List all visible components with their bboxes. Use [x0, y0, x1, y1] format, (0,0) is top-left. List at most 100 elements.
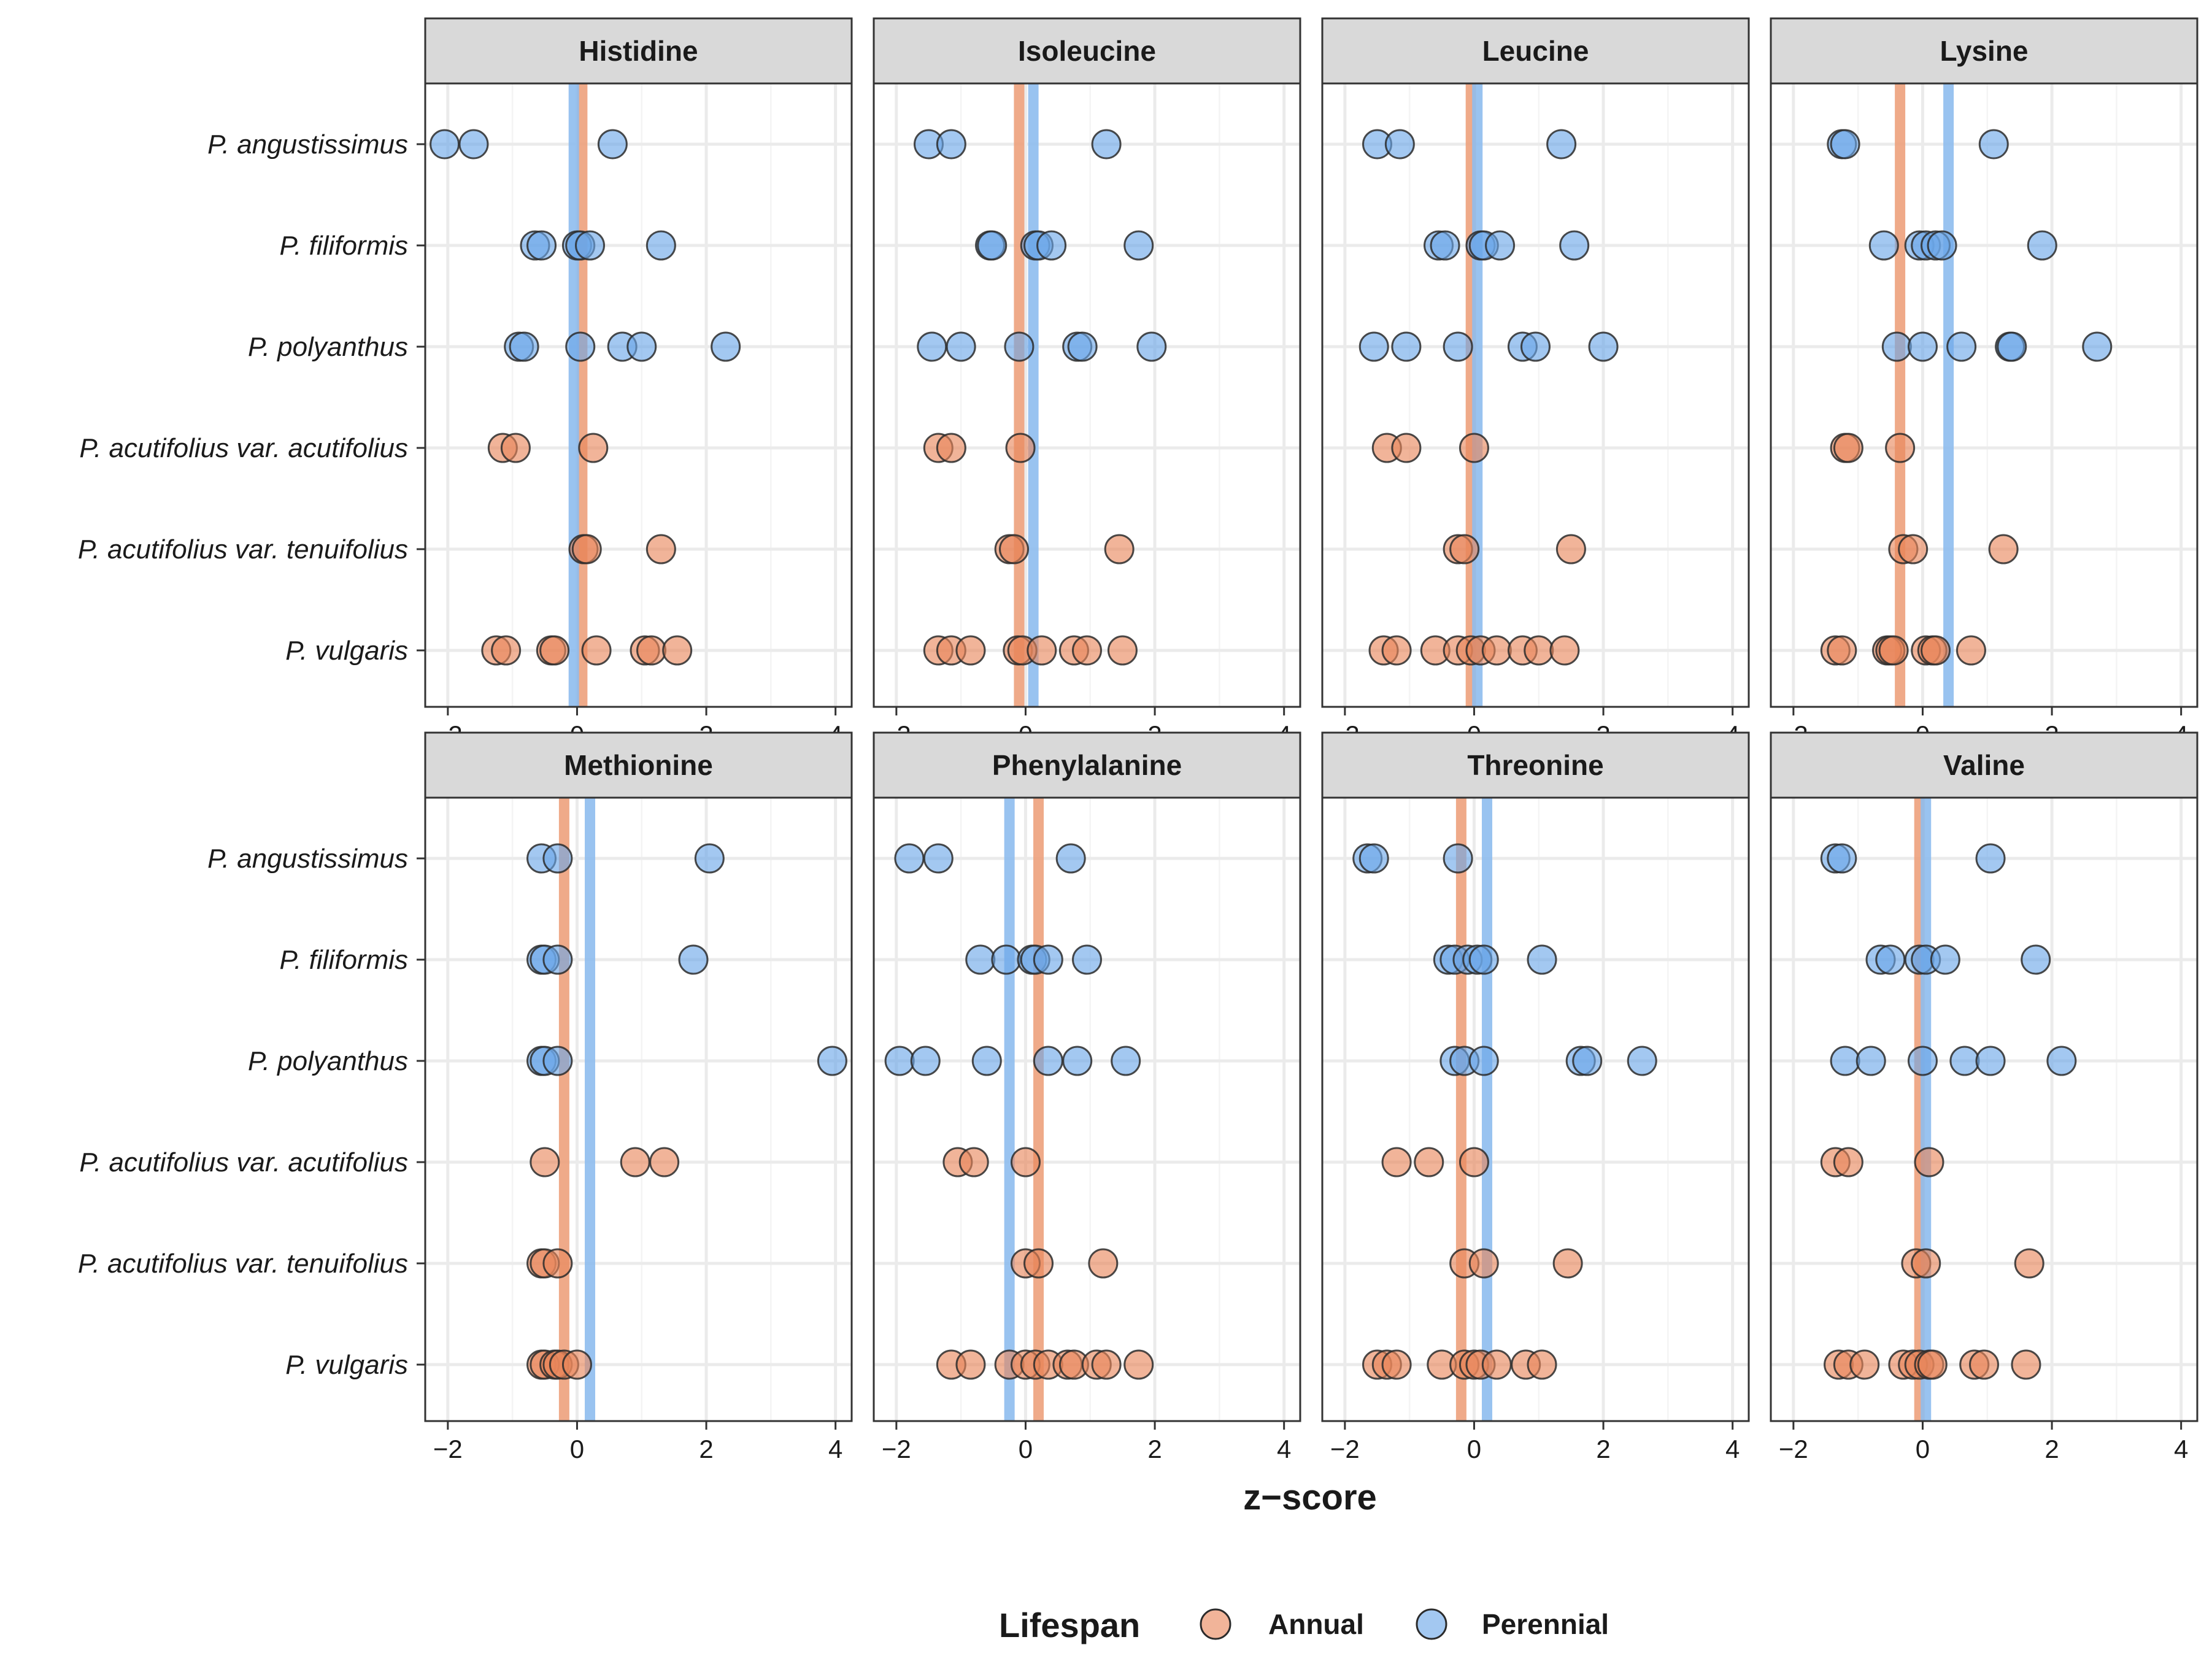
legend-annual-label: Annual: [1268, 1608, 1364, 1640]
facet-title: Isoleucine: [1018, 35, 1156, 67]
data-point-annual: [1381, 1147, 1412, 1177]
data-point-annual: [1555, 534, 1586, 564]
data-point-perennial: [894, 843, 925, 874]
data-point-perennial: [1072, 944, 1102, 975]
y-tick-label: P. filiformis: [280, 945, 408, 975]
legend-title: Lifespan: [999, 1606, 1140, 1644]
data-point-perennial: [1036, 230, 1067, 261]
x-tick-label: 2: [1596, 1435, 1610, 1463]
x-tick-label: 2: [699, 1435, 713, 1463]
data-point-perennial: [1520, 331, 1551, 362]
facet-title: Phenylalanine: [992, 749, 1182, 781]
panel-background: [874, 83, 1300, 707]
data-point-annual: [1914, 1147, 1944, 1177]
data-point-annual: [1459, 433, 1489, 463]
data-point-perennial: [2027, 230, 2057, 261]
data-point-annual: [542, 1248, 573, 1279]
data-point-annual: [649, 1147, 680, 1177]
data-point-perennial: [1875, 944, 1906, 975]
data-point-annual: [936, 433, 966, 463]
data-point-annual: [662, 635, 693, 666]
data-point-perennial: [1949, 1046, 1980, 1076]
x-axis-title: z−score: [1243, 1478, 1377, 1517]
data-point-annual: [1552, 1248, 1583, 1279]
data-point-annual: [561, 1349, 592, 1380]
y-tick-label: P. polyanthus: [248, 332, 408, 362]
facet-title: Lysine: [1940, 35, 2028, 67]
data-point-perennial: [458, 129, 489, 160]
data-point-perennial: [1559, 230, 1590, 261]
y-tick-label: P. filiformis: [280, 231, 408, 261]
data-point-perennial: [1443, 331, 1473, 362]
panel-background: [425, 83, 852, 707]
panel-threonine: Threonine −2 0 2 4: [1321, 731, 1750, 1463]
data-point-annual: [620, 1147, 650, 1177]
data-point-perennial: [575, 230, 606, 261]
data-point-perennial: [991, 944, 1022, 975]
x-tick-label: 4: [828, 1435, 842, 1463]
data-point-perennial: [1033, 944, 1063, 975]
data-point-annual: [636, 635, 667, 666]
data-point-perennial: [1572, 1046, 1603, 1076]
data-point-annual: [1849, 1349, 1880, 1380]
data-point-perennial: [1123, 230, 1154, 261]
data-point-perennial: [1136, 331, 1167, 362]
data-point-annual: [1414, 1147, 1444, 1177]
data-point-perennial: [1358, 331, 1389, 362]
data-point-annual: [1005, 433, 1036, 463]
data-point-annual: [1524, 635, 1554, 666]
data-point-perennial: [1062, 1046, 1093, 1076]
data-point-perennial: [923, 843, 954, 874]
panels-layer: Histidine−2024Isoleucine−2024Leucine−202…: [424, 17, 2199, 1463]
data-point-perennial: [1975, 843, 2006, 874]
data-point-perennial: [542, 843, 573, 874]
data-point-perennial: [1391, 331, 1422, 362]
data-point-annual: [1917, 1349, 1948, 1380]
data-point-perennial: [2082, 331, 2113, 362]
data-point-perennial: [542, 1046, 573, 1076]
data-point-annual: [999, 534, 1030, 564]
data-point-annual: [955, 1349, 986, 1380]
data-point-perennial: [1055, 843, 1086, 874]
data-point-perennial: [2046, 1046, 2077, 1076]
data-point-perennial: [971, 1046, 1002, 1076]
panel-phenylalanine: Phenylalanine −2 0 2 4: [873, 731, 1301, 1463]
data-point-annual: [1023, 1248, 1054, 1279]
data-point-annual: [2011, 1349, 2041, 1380]
data-point-perennial: [1830, 1046, 1860, 1076]
panel-background: [1771, 798, 2197, 1421]
data-point-perennial: [430, 129, 460, 160]
data-point-perennial: [977, 230, 1008, 261]
data-point-perennial: [711, 331, 741, 362]
data-point-perennial: [526, 230, 557, 261]
data-point-perennial: [1033, 1046, 1063, 1076]
data-point-annual: [1449, 534, 1480, 564]
data-point-perennial: [1830, 129, 1860, 160]
data-point-perennial: [2021, 944, 2051, 975]
data-point-annual: [1107, 635, 1138, 666]
data-point-annual: [1459, 1147, 1489, 1177]
data-point-perennial: [965, 944, 996, 975]
data-point-perennial: [645, 230, 676, 261]
data-point-perennial: [626, 331, 657, 362]
data-point-perennial: [1468, 1046, 1499, 1076]
data-point-perennial: [884, 1046, 915, 1076]
data-point-annual: [581, 635, 612, 666]
y-tick-label: P. acutifolius var. acutifolius: [79, 1147, 408, 1177]
data-point-annual: [2014, 1248, 2044, 1279]
data-point-annual: [1527, 1349, 1557, 1380]
panel-valine: Valine −2 0 2 4: [1770, 731, 2199, 1463]
x-tick-label: 0: [1019, 1435, 1033, 1463]
data-point-annual: [1921, 635, 1951, 666]
panel-background: [1771, 83, 2197, 707]
data-point-perennial: [1930, 944, 1960, 975]
x-tick-label: −2: [882, 1435, 911, 1463]
data-point-annual: [1827, 635, 1857, 666]
panel-background: [425, 798, 852, 1421]
x-tick-label: 2: [1147, 1435, 1162, 1463]
data-point-perennial: [1527, 944, 1557, 975]
data-point-annual: [539, 635, 570, 666]
data-point-perennial: [678, 944, 709, 975]
x-tick-label: −2: [433, 1435, 463, 1463]
